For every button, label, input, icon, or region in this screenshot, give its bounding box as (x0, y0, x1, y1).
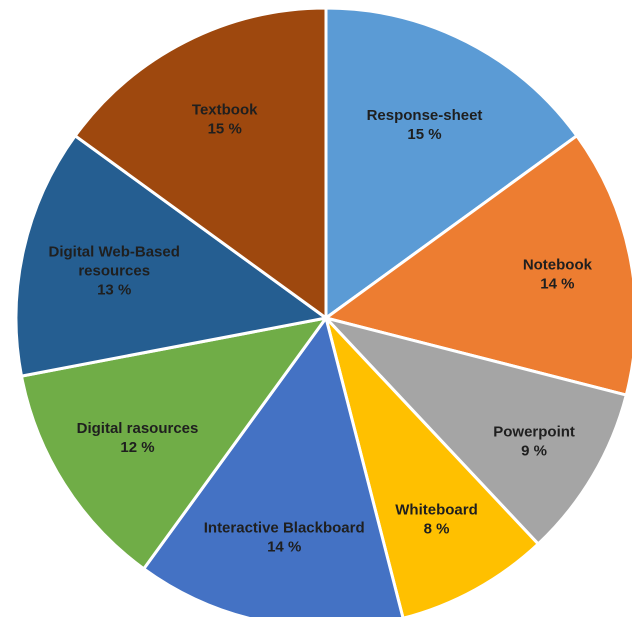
pie-labels: Response-sheet 15 % Notebook 14 % Powerpoint… (48, 102, 592, 556)
slice-category-label: resources (78, 263, 150, 280)
slice-category-label: Textbook (192, 102, 258, 119)
slice-label: Whiteboard 8 % (395, 502, 478, 538)
slice-label: Interactive Blackboard 14 % (204, 520, 365, 556)
slice-label: Powerpoint 9 % (493, 424, 575, 460)
slice-value-label: 8 % (424, 521, 450, 538)
slice-value-label: 13 % (97, 282, 131, 299)
slice-label: Textbook 15 % (192, 102, 258, 138)
pie-slice (14, 133, 330, 378)
slice-category-label: Digital rasources (77, 420, 199, 437)
slice-label: Response-sheet 15 % (367, 107, 483, 143)
slice-category-label: Notebook (523, 256, 593, 273)
slice-category-label: Digital Web-Based (48, 244, 179, 261)
slice-value-label: 15 % (208, 121, 242, 138)
slice-category-label: Whiteboard (395, 502, 478, 519)
slice-value-label: 12 % (120, 439, 154, 456)
pie-slice (19, 315, 330, 571)
pie-slice (321, 315, 629, 547)
slice-category-label: Interactive Blackboard (204, 520, 365, 537)
pie-slice (324, 6, 579, 321)
pie-slice (73, 6, 328, 321)
slice-value-label: 15 % (407, 126, 441, 143)
slice-label: Notebook 14 % (523, 256, 593, 292)
slice-label: Digital rasources 12 % (77, 420, 199, 456)
slice-value-label: 14 % (267, 539, 301, 556)
pie-slice (324, 316, 541, 617)
pie-slice (141, 314, 405, 617)
slice-category-label: Powerpoint (493, 424, 575, 441)
pie-slices (14, 6, 632, 617)
slice-value-label: 9 % (521, 443, 547, 460)
slice-label: Digital Web-Based resources 13 % (48, 244, 179, 299)
slice-value-label: 14 % (540, 275, 574, 292)
slice-category-label: Response-sheet (367, 107, 483, 124)
